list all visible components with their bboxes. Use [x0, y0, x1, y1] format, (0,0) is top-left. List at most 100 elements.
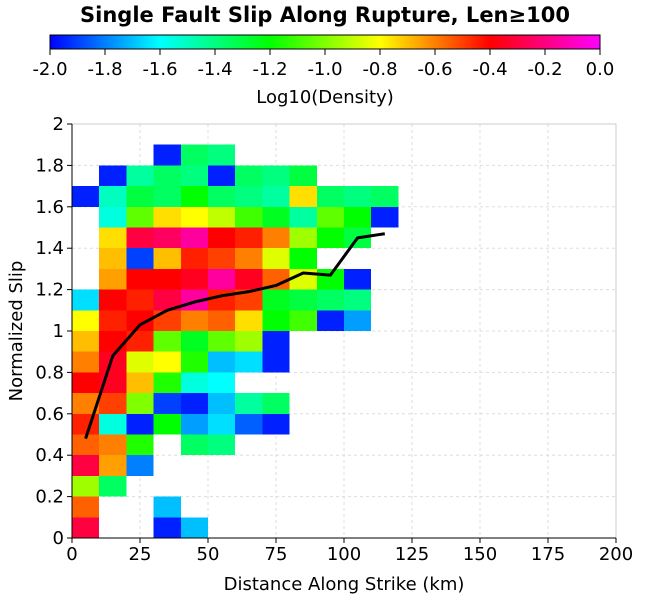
x-tick-label: 75 [265, 544, 288, 565]
heatmap-cell [99, 268, 127, 290]
heatmap-cell [289, 289, 317, 311]
heatmap-cell [262, 413, 290, 435]
heatmap-cell [72, 351, 100, 373]
colorbar-tick-label: -1.4 [197, 59, 232, 80]
mean-slip-line [84, 232, 386, 440]
heatmap-cell [126, 455, 154, 476]
heatmap-cell [99, 227, 127, 249]
heatmap-cell [72, 434, 100, 456]
heatmap-cell [99, 475, 127, 497]
heatmap-cell [344, 206, 372, 228]
heatmap-cell [289, 165, 317, 187]
heatmap-cell [99, 331, 127, 352]
heatmap-cell [371, 206, 399, 228]
heatmap-cell [153, 268, 181, 290]
heatmap-cell [72, 331, 100, 352]
heatmap-cell [153, 289, 181, 311]
heatmap-cell [153, 496, 181, 518]
heatmap-cell [72, 372, 100, 394]
heatmap-cell [180, 310, 208, 331]
heatmap-cell [126, 393, 154, 414]
heatmap-cell [72, 310, 100, 331]
heatmap-cell [262, 393, 290, 414]
heatmap-cell [289, 310, 317, 331]
heatmap-cell [262, 331, 290, 352]
heatmap-cell [126, 351, 154, 373]
heatmap-cell [180, 206, 208, 228]
colorbar-tick-label: -0.2 [527, 59, 562, 80]
heatmap-cell [316, 206, 344, 228]
heatmap-cell [72, 186, 100, 207]
chart-title: Single Fault Slip Along Rupture, Len≥100 [80, 3, 570, 27]
heatmap-cell [72, 496, 100, 518]
mean-slip-series [84, 232, 386, 440]
heatmap-cells [72, 144, 399, 538]
heatmap-cell [126, 206, 154, 228]
colorbar-label: Log10(Density) [256, 87, 394, 108]
y-axis-label: Normalized Slip [6, 261, 27, 402]
heatmap-cell [235, 351, 263, 373]
heatmap-cell [180, 372, 208, 394]
y-tick-label: 0.8 [35, 362, 64, 383]
heatmap-cell [289, 206, 317, 228]
heatmap-cell [153, 248, 181, 269]
heatmap-cell [153, 351, 181, 373]
heatmap-cell [235, 289, 263, 311]
heatmap-cell [153, 517, 181, 538]
colorbar [49, 34, 601, 50]
heatmap-cell [126, 434, 154, 456]
heatmap-cell [235, 165, 263, 187]
heatmap-cell [99, 434, 127, 456]
heatmap-cell [180, 227, 208, 249]
x-tick-label: 100 [327, 544, 361, 565]
heatmap-cell [208, 206, 236, 228]
heatmap-cell [316, 268, 344, 290]
heatmap-cell [208, 372, 236, 394]
heatmap-cell [180, 248, 208, 269]
y-tick-label: 1.6 [35, 197, 64, 218]
heatmap-cell [126, 227, 154, 249]
colorbar-tick-label: -1.0 [307, 59, 342, 80]
heatmap-cell [262, 165, 290, 187]
y-tick-label: 0 [53, 528, 64, 549]
heatmap-cell [180, 144, 208, 166]
colorbar-tick-label: 0.0 [586, 59, 615, 80]
x-tick-label: 0 [66, 544, 77, 565]
heatmap-cell [153, 331, 181, 352]
x-tick-label: 200 [599, 544, 633, 565]
heatmap-cell [126, 186, 154, 207]
colorbar-tick-label: -0.8 [362, 59, 397, 80]
heatmap-cell [235, 268, 263, 290]
heatmap-cell [262, 248, 290, 269]
colorbar-ticks: -2.0 -1.8 -1.6 -1.4 -1.2 -1.0 -0.8 -0.6 -0.4 -0.2… [32, 49, 614, 80]
heatmap-cell [262, 289, 290, 311]
heatmap-cell [153, 165, 181, 187]
heatmap-cell [99, 248, 127, 269]
heatmap-cell [208, 393, 236, 414]
heatmap-cell [235, 227, 263, 249]
colorbar-tick-label: -0.4 [472, 59, 507, 80]
heatmap-cell [153, 144, 181, 166]
heatmap-cell [208, 351, 236, 373]
heatmap-cell [208, 144, 236, 166]
heatmap-cell [262, 206, 290, 228]
heatmap-cell [99, 165, 127, 187]
heatmap-cell [235, 206, 263, 228]
x-tick-label: 125 [395, 544, 429, 565]
y-tick-label: 0.2 [35, 487, 64, 508]
heatmap-cell [316, 289, 344, 311]
heatmap-cell [99, 289, 127, 311]
heatmap-cell [126, 268, 154, 290]
heatmap-cell [208, 268, 236, 290]
heatmap-cell [262, 351, 290, 373]
heatmap-cell [153, 227, 181, 249]
heatmap-cell [126, 248, 154, 269]
heatmap-cell [99, 393, 127, 414]
heatmap-cell [126, 372, 154, 394]
heatmap-cell [289, 227, 317, 249]
heatmap-cell [208, 331, 236, 352]
heatmap-cell [180, 351, 208, 373]
heatmap-cell [180, 517, 208, 538]
heatmap-cell [316, 186, 344, 207]
